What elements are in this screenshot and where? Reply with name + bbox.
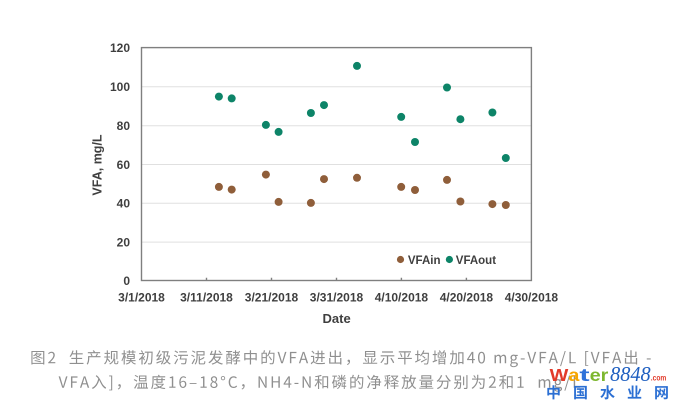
- svg-text:4/30/2018: 4/30/2018: [505, 291, 559, 305]
- svg-text:3/31/2018: 3/31/2018: [310, 291, 364, 305]
- svg-text:40: 40: [117, 197, 131, 211]
- svg-text:3/11/2018: 3/11/2018: [180, 291, 233, 305]
- svg-text:20: 20: [117, 235, 131, 249]
- svg-text:VFAout: VFAout: [456, 255, 496, 267]
- svg-text:VFA, mg/L: VFA, mg/L: [91, 134, 105, 195]
- svg-text:80: 80: [117, 119, 131, 133]
- svg-text:r: r: [601, 365, 609, 385]
- svg-text:W: W: [550, 365, 569, 385]
- svg-text:0: 0: [123, 274, 130, 288]
- svg-text:Date: Date: [323, 311, 351, 326]
- svg-text:60: 60: [117, 158, 131, 172]
- svg-text:.com: .com: [651, 373, 667, 382]
- svg-text:3/21/2018: 3/21/2018: [245, 291, 299, 305]
- svg-text:120: 120: [110, 41, 130, 55]
- svg-text:100: 100: [110, 80, 130, 94]
- svg-text:4/10/2018: 4/10/2018: [375, 291, 429, 305]
- svg-text:4/20/2018: 4/20/2018: [440, 291, 494, 305]
- svg-text:a: a: [568, 365, 579, 385]
- svg-text:8848: 8848: [610, 362, 651, 386]
- svg-text:t: t: [579, 365, 590, 385]
- svg-text:3/1/2018: 3/1/2018: [118, 291, 165, 305]
- svg-text:VFAin: VFAin: [408, 255, 441, 267]
- svg-text:e: e: [590, 365, 601, 385]
